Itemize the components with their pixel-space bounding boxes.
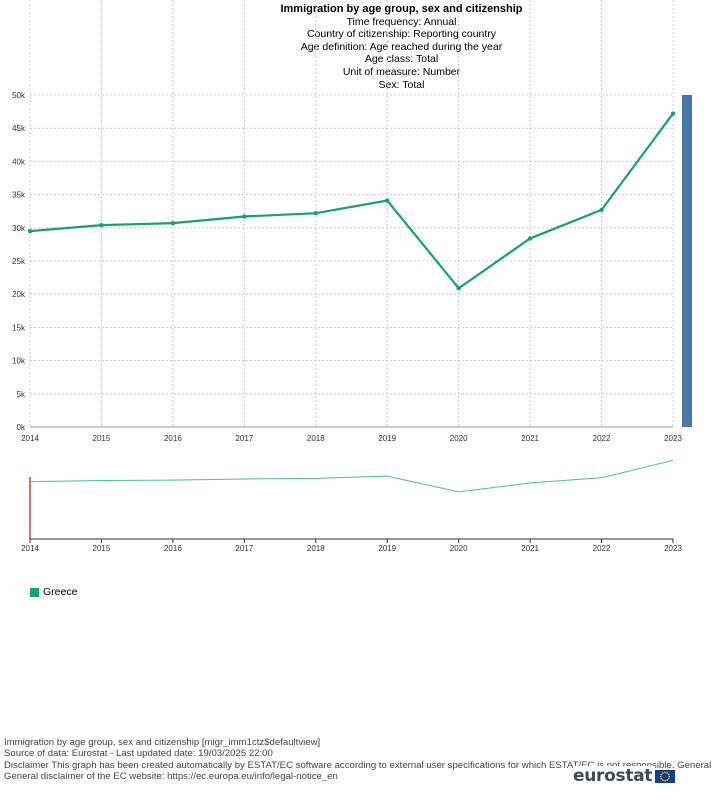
y-tick-label: 50k: [12, 91, 26, 100]
data-point[interactable]: [527, 236, 533, 241]
data-point[interactable]: [170, 220, 176, 226]
subtitle-country-of-citizenship: Country of citizenship: Reporting countr…: [306, 28, 497, 41]
subtitle-age-definition: Age definition: Age reached during the y…: [300, 40, 503, 53]
eurostat-wordmark: eurostat: [573, 766, 656, 786]
x-tick-label: 2014: [21, 434, 39, 443]
data-point[interactable]: [313, 210, 318, 216]
x-tick-label: 2016: [164, 434, 182, 443]
navigator-x-tick-label: 2019: [378, 544, 396, 553]
data-point[interactable]: [99, 222, 104, 228]
y-tick-label: 25k: [12, 257, 26, 266]
navigator-x-tick-label: 2016: [164, 544, 182, 553]
x-tick-label: 2020: [450, 434, 468, 443]
y-tick-label: 40k: [12, 157, 26, 166]
navigator-x-tick-label: 2014: [21, 544, 39, 553]
y-tick-label: 10k: [12, 357, 26, 366]
main-line-chart[interactable]: 0k 5k 10k 15k 20k 25k 30k 35k 40k 45k 50k 2014 2015…: [0, 0, 723, 460]
navigator-x-tick-label: 2020: [450, 544, 468, 553]
data-point[interactable]: [27, 228, 33, 234]
chart-header: Immigration by age group, sex and citize…: [0, 3, 723, 91]
series-points[interactable]: [27, 111, 676, 291]
navigator-x-tick-label: 2015: [93, 544, 111, 553]
subtitle-unit-of-measure: Unit of measure: Number: [342, 65, 461, 78]
y-tick-label: 30k: [12, 224, 26, 233]
x-tick-label: 2019: [378, 434, 396, 443]
navigator-x-tick-label: 2023: [664, 544, 682, 553]
legend-swatch-greece[interactable]: [30, 587, 39, 597]
data-point[interactable]: [242, 214, 247, 219]
subtitle-age-class: Age class: Total: [364, 53, 439, 66]
eurostat-logo[interactable]: eurostat: [573, 766, 676, 786]
data-point[interactable]: [456, 286, 461, 291]
navigator-x-tick-label: 2022: [593, 544, 611, 553]
data-point[interactable]: [385, 198, 390, 203]
eu-flag-icon: [655, 769, 676, 783]
x-tick-label: 2018: [307, 434, 325, 443]
navigator-x-tick-label: 2021: [521, 544, 539, 553]
x-tick-label: 2023: [664, 434, 682, 443]
navigator-series-line: [29, 459, 674, 493]
y-tick-label: 0k: [17, 423, 26, 432]
navigator-x-tick-label: 2017: [235, 544, 253, 553]
chart-title: Immigration by age group, sex and citize…: [280, 3, 523, 15]
x-tick-label: 2017: [235, 434, 253, 443]
navigator-x-axis: 2014 2015 2016 2017 2018 2019 2020 2021 2022 2023: [21, 539, 682, 553]
y-tick-label: 45k: [12, 124, 26, 133]
chart-grid: [29, 0, 674, 428]
series-line-greece[interactable]: [29, 112, 674, 290]
y-tick-label: 5k: [17, 390, 26, 399]
navigator-x-tick-label: 2018: [307, 544, 325, 553]
footer-general-disclaimer: General disclaimer of the EC website: ht…: [4, 770, 338, 782]
x-tick-label: 2021: [521, 434, 539, 443]
legend[interactable]: Greece: [30, 586, 77, 598]
subtitle-time-frequency: Time frequency: Annual: [346, 15, 457, 28]
legend-label-greece[interactable]: Greece: [43, 586, 78, 598]
x-tick-label: 2015: [93, 434, 111, 443]
footer-dataset-code: Immigration by age group, sex and citize…: [4, 737, 321, 748]
x-tick-label: 2022: [593, 434, 611, 443]
x-axis: 2014 2015 2016 2017 2018 2019 2020 2021 2022 2023: [21, 426, 682, 443]
footer: Immigration by age group, sex and citize…: [4, 737, 719, 782]
y-axis: 0k 5k 10k 15k 20k 25k 30k 35k 40k 45k 50k: [12, 91, 26, 432]
footer-source: Source of data: Eurostat - Last updated …: [4, 748, 273, 760]
data-point[interactable]: [670, 111, 676, 116]
subtitle-sex: Sex: Total: [378, 78, 425, 91]
y-tick-label: 15k: [12, 323, 26, 332]
vertical-scrollbar[interactable]: [682, 95, 692, 427]
y-tick-label: 20k: [12, 290, 26, 299]
y-tick-label: 35k: [12, 191, 26, 200]
footer-disclaimer: Disclaimer This graph has been created a…: [4, 759, 712, 771]
data-point[interactable]: [599, 207, 604, 213]
